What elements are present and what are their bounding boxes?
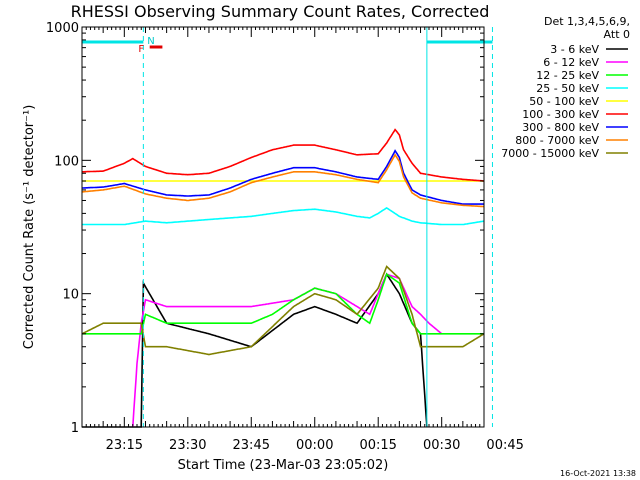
- x-axis-label: Start Time (23-Mar-03 23:05:02): [178, 458, 389, 473]
- y-tick-label: 10: [62, 288, 79, 303]
- y-tick-label: 1: [71, 421, 79, 436]
- x-tick-label: 00:45: [486, 438, 523, 453]
- legend-label-4: 50 - 100 keV: [529, 95, 599, 108]
- x-tick-label: 23:15: [106, 438, 143, 453]
- observing-flags: NF: [81, 27, 493, 427]
- legend-label-7: 800 - 7000 keV: [515, 134, 599, 147]
- legend-label-3: 25 - 50 keV: [536, 82, 599, 95]
- y-axis: 1 10 100 1000: [46, 21, 484, 436]
- legend-header-line-2: Att 0: [604, 28, 630, 41]
- x-tick-label: 00:15: [359, 438, 396, 453]
- legend-label-1: 6 - 12 keV: [543, 56, 599, 69]
- y-tick-label: 1000: [46, 21, 79, 36]
- legend-label-0: 3 - 6 keV: [550, 43, 599, 56]
- legend-label-2: 12 - 25 keV: [536, 69, 599, 82]
- series-line-6: [82, 149, 484, 205]
- series-line-7: [81, 153, 485, 208]
- legend-label-8: 7000 - 15000 keV: [501, 147, 599, 160]
- legend-label-6: 300 - 800 keV: [522, 121, 599, 134]
- x-tick-label: 00:30: [423, 438, 460, 453]
- series-line-5: [82, 128, 485, 182]
- night-flag-label: N: [147, 36, 154, 47]
- y-tick-label: 100: [54, 154, 79, 169]
- plot-frame: [81, 26, 485, 428]
- x-tick-label: 23:30: [169, 438, 206, 453]
- legend-label-5: 100 - 300 keV: [522, 108, 599, 121]
- x-axis: 23:15 23:30 23:45 00:00 00:15 00:30 00:45: [81, 27, 524, 453]
- series-line-3: [82, 206, 485, 226]
- series-line-1: [132, 273, 443, 428]
- legend-header-line-1: Det 1,3,4,5,6,9,: [544, 15, 630, 28]
- flare-flag-label: F: [138, 44, 144, 55]
- x-tick-label: 00:00: [296, 438, 333, 453]
- chart-title: RHESSI Observing Summary Count Rates, Co…: [71, 2, 490, 21]
- series-line-8: [81, 265, 485, 356]
- series-layer: [81, 128, 485, 428]
- x-tick-label: 23:45: [233, 438, 270, 453]
- timestamp: 16-Oct-2021 13:38: [560, 469, 636, 478]
- y-axis-label: Corrected Count Rate (s⁻¹ detector⁻¹): [22, 105, 37, 350]
- series-line-2: [82, 272, 484, 335]
